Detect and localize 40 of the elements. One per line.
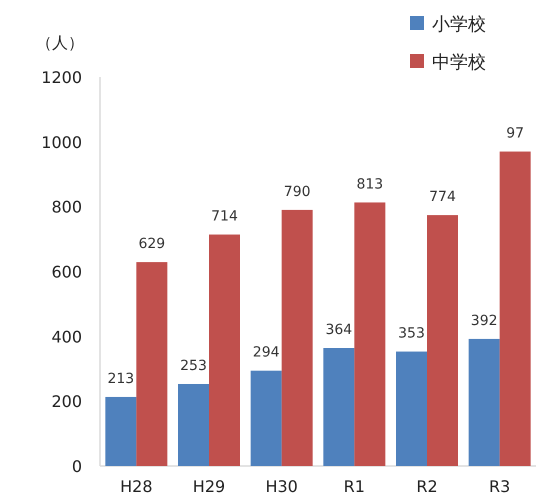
bar [323, 348, 354, 466]
x-tick-label: H28 [120, 477, 153, 496]
y-axis-title: （人） [36, 33, 84, 52]
y-tick-label: 0 [72, 457, 82, 476]
data-label: 629 [138, 236, 166, 252]
annotation: 97 [506, 126, 524, 142]
y-tick-label: 1200 [41, 68, 82, 87]
legend-label: 中学校 [432, 52, 486, 73]
x-tick-label: H30 [265, 477, 298, 496]
data-label: 774 [429, 189, 456, 206]
y-tick-label: 800 [51, 198, 82, 217]
bar [209, 234, 240, 466]
bar [354, 202, 386, 466]
data-label: 392 [470, 312, 498, 329]
bar [282, 210, 313, 466]
data-label: 714 [211, 208, 238, 225]
x-tick-label: R1 [344, 477, 365, 496]
x-tick-label: R2 [416, 477, 438, 496]
data-label: 294 [252, 344, 280, 361]
data-label: 253 [180, 358, 207, 374]
x-tick-label: H29 [192, 477, 226, 496]
bar [250, 370, 282, 466]
data-label: 813 [356, 176, 384, 192]
legend-label: 小学校 [432, 14, 486, 35]
y-tick-label: 600 [51, 262, 82, 282]
data-label: 364 [325, 322, 352, 338]
y-tick-label: 400 [51, 327, 82, 346]
x-tick-label: R3 [489, 477, 510, 496]
data-label: 213 [107, 370, 134, 387]
bar [178, 384, 209, 466]
data-label: 353 [398, 326, 425, 342]
y-tick-label: 1000 [41, 132, 82, 152]
bar [396, 352, 427, 466]
bar [500, 152, 531, 466]
bar [105, 396, 136, 466]
bar [468, 338, 500, 466]
bar [136, 262, 168, 466]
y-tick-label: 200 [51, 392, 82, 412]
bar [427, 215, 458, 466]
data-label: 790 [284, 184, 311, 200]
